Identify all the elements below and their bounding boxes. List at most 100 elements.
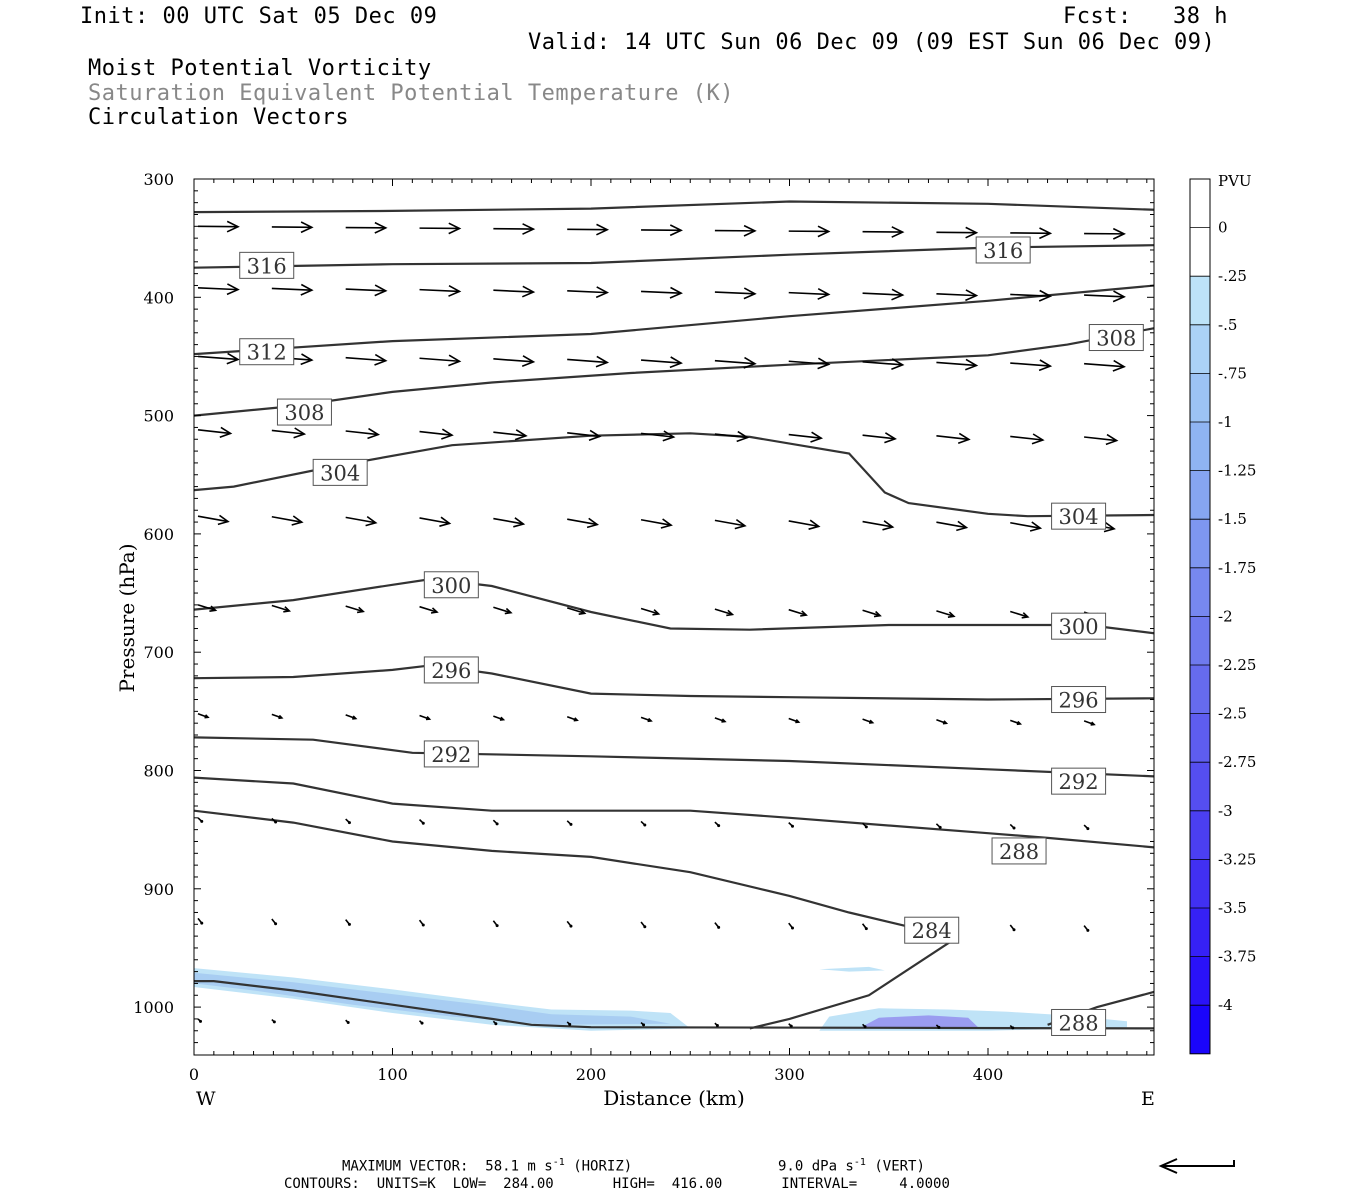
vector-head <box>272 1020 276 1024</box>
contour-label: 304 <box>312 458 368 486</box>
circulation-vector <box>1010 433 1045 445</box>
theta-es-contour-0 <box>194 200 1154 214</box>
mpv-region-3 <box>859 1015 979 1029</box>
vector-head <box>430 607 439 614</box>
vector-head <box>365 515 378 527</box>
max-vector-vert: 9.0 dPa s-1 (VERT) <box>778 1157 925 1175</box>
contour-label-text: 292 <box>1059 770 1099 794</box>
circulation-vector <box>492 1020 498 1026</box>
reference-vector <box>1158 1158 1235 1174</box>
vector-head <box>736 430 750 443</box>
circulation-vector <box>1084 433 1119 446</box>
vector-shaft <box>493 606 512 614</box>
vector-shaft <box>493 431 526 437</box>
circulation-vector <box>788 287 831 300</box>
circulation-vector <box>641 224 683 237</box>
circulation-vector <box>788 431 824 443</box>
circulation-vector <box>1010 610 1030 619</box>
colorbar-swatch <box>1190 1005 1210 1054</box>
circulation-vector <box>936 358 979 371</box>
vector-head <box>647 717 653 723</box>
contour-label-text: 288 <box>999 840 1039 864</box>
circulation-vector <box>271 918 278 926</box>
vector-head <box>300 221 314 234</box>
circulation-vector <box>1083 824 1090 831</box>
vector-head <box>367 427 381 440</box>
circulation-vector <box>862 358 905 370</box>
vector-head <box>1038 289 1053 302</box>
vector-shaft <box>714 359 755 365</box>
colorbar-label: -3.5 <box>1218 899 1247 917</box>
colorbar-label: -1.5 <box>1218 510 1247 528</box>
vector-shaft <box>788 520 819 528</box>
colorbar-swatch <box>1190 470 1210 520</box>
x-tick-label: 300 <box>774 1065 805 1084</box>
vector-shaft <box>566 607 585 615</box>
circulation-vector <box>714 717 727 723</box>
circulation-vector <box>197 1018 202 1023</box>
vector-shaft <box>1010 293 1051 298</box>
contour-label-box <box>1051 767 1107 795</box>
mpv-region-4 <box>819 966 885 972</box>
circulation-vector <box>197 220 240 233</box>
vector-shaft <box>419 605 438 613</box>
colorbar-label: -.5 <box>1218 316 1237 334</box>
circulation-vector <box>1083 720 1096 726</box>
vector-head <box>1021 612 1030 619</box>
mpv-colorbar: 0 -.25 -.5 -.75 -1 -1.25 -1.5 -1.75 -2 -2.25 -2.5 -… <box>1189 178 1256 1055</box>
vector-head <box>808 519 821 530</box>
theta-es-contour-3 <box>194 327 1154 417</box>
circulation-vector <box>197 604 218 612</box>
vector-shaft <box>197 429 231 435</box>
contour-label-text: 304 <box>1059 505 1099 529</box>
vector-shaft <box>345 356 386 362</box>
vector-head <box>817 357 831 370</box>
contour-label-box <box>423 656 479 684</box>
vector-shaft <box>862 609 881 617</box>
circulation-vector <box>861 923 868 931</box>
circulation-vector <box>714 608 735 617</box>
axes: 300 400 500 600 700 800 900 1000 0 100 200 300 400 <box>133 170 1154 1084</box>
circulation-vector <box>567 286 610 299</box>
contour-label: 296 <box>423 656 479 684</box>
colorbar-swatch <box>1190 616 1210 665</box>
circulation-vector <box>936 289 979 302</box>
circulation-vector <box>566 820 573 826</box>
contour-label-text: 316 <box>247 254 287 278</box>
contour-label: 316 <box>975 236 1031 264</box>
contour-label-text: 296 <box>431 659 471 683</box>
colorbar-label: -1.75 <box>1218 559 1256 577</box>
vector-head <box>300 353 314 366</box>
vector-head <box>521 355 536 367</box>
circulation-vector <box>197 917 204 925</box>
vector-head <box>421 821 425 825</box>
contour-label: 300 <box>423 571 479 599</box>
vector-head <box>521 285 536 298</box>
contour-label-text: 308 <box>284 401 324 425</box>
theta-es-contour-7 <box>194 736 1154 778</box>
vector-head <box>441 428 454 440</box>
vector-head <box>374 221 388 234</box>
circulation-vector <box>862 1023 867 1029</box>
circulation-vector <box>566 715 579 722</box>
vector-head <box>873 610 882 618</box>
theta-es-contour-2 <box>194 284 1154 356</box>
vector-head <box>942 720 949 725</box>
vector-head <box>421 923 425 927</box>
circulation-vector <box>567 355 610 368</box>
vector-head <box>660 518 673 529</box>
colorbar-label: 0 <box>1218 219 1228 237</box>
colorbar-label: -.25 <box>1218 267 1247 285</box>
vector-head <box>789 1024 793 1028</box>
circulation-vector <box>419 605 439 614</box>
vector-head <box>1103 521 1116 533</box>
vector-shaft <box>197 287 239 291</box>
vector-shaft <box>197 515 229 523</box>
title-vectors: Circulation Vectors <box>88 105 350 130</box>
vector-shaft <box>271 604 290 612</box>
contour-info: CONTOURS: UNITS=K LOW= 284.00 HIGH= 416.… <box>284 1176 950 1192</box>
vector-shaft <box>714 519 746 527</box>
circulation-vector <box>1083 925 1090 932</box>
vector-head <box>965 289 979 302</box>
vector-shaft <box>640 607 659 615</box>
